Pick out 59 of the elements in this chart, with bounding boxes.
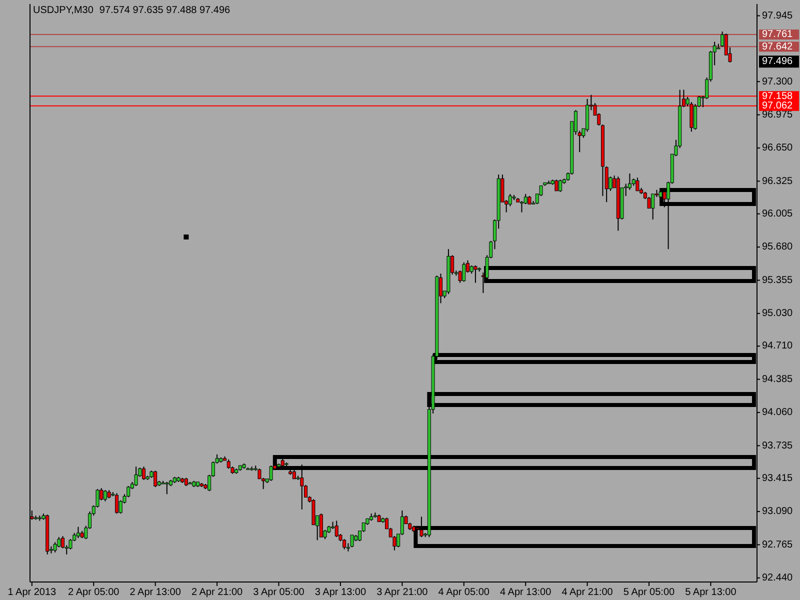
candlestick — [558, 179, 562, 192]
y-tick-label: 95.355 — [762, 274, 794, 286]
y-tick-label: 94.385 — [762, 374, 794, 385]
x-tick-label: 4 Apr 21:00 — [562, 587, 614, 598]
candlestick — [76, 526, 80, 539]
candlestick — [334, 520, 338, 538]
candlestick — [524, 193, 528, 205]
y-tick-label: 94.060 — [762, 407, 794, 418]
x-tick-label: 2 Apr 05:00 — [68, 587, 120, 598]
text: 97.496 — [762, 56, 794, 68]
candlestick — [350, 534, 354, 548]
x-tick-label: 2 Apr 21:00 — [191, 587, 244, 598]
y-tick-label: 92.765 — [762, 539, 794, 550]
candlestick — [269, 465, 273, 482]
y-tick-label: 97.300 — [762, 76, 794, 88]
chart-title: USDJPY,M30 — [33, 5, 94, 16]
x-tick-label: 5 Apr 13:00 — [685, 587, 737, 598]
candlestick — [554, 179, 558, 192]
candlestick — [636, 177, 640, 192]
candlestick — [142, 466, 146, 480]
candlestick — [300, 464, 304, 510]
y-tick-label: 94.710 — [762, 340, 794, 352]
candlestick — [474, 264, 478, 284]
y-tick-label: 96.975 — [762, 109, 794, 120]
candlestick — [154, 470, 158, 488]
y-tick-label: 96.005 — [762, 208, 794, 220]
candlestick — [651, 193, 655, 220]
candlestick — [115, 492, 119, 514]
y-tick-label: 96.325 — [762, 176, 794, 187]
candlestick — [604, 166, 608, 203]
candlestick — [420, 516, 424, 538]
y-tick-label: 97.945 — [762, 10, 794, 22]
x-tick-label: 1 Apr 2013 — [8, 587, 57, 598]
candlestick — [462, 262, 466, 282]
y-tick-label: 96.650 — [762, 142, 794, 154]
y-tick-label: 93.090 — [762, 506, 794, 518]
x-tick-label: 3 Apr 21:00 — [376, 587, 428, 598]
x-tick-label: 3 Apr 05:00 — [253, 587, 305, 598]
ref-line-label: 97.642 — [762, 41, 794, 52]
ref-line-label: 97.062 — [762, 100, 794, 112]
chart-subtitle: 97.574 97.635 97.488 97.496 — [99, 5, 231, 16]
y-tick-label: 93.415 — [762, 472, 794, 484]
y-tick-label: 95.680 — [762, 242, 794, 253]
ref-line-label: 97.158 — [762, 90, 794, 102]
candlestick — [292, 469, 296, 480]
x-tick-label: 3 Apr 13:00 — [314, 587, 366, 598]
x-tick-label: 4 Apr 13:00 — [500, 587, 552, 598]
x-tick-label: 5 Apr 05:00 — [623, 587, 676, 598]
candlestick — [134, 466, 138, 487]
candlestick — [520, 200, 524, 213]
y-tick-label: 95.030 — [762, 308, 794, 320]
x-tick-label: 4 Apr 05:00 — [438, 587, 490, 598]
ref-line-label: 97.761 — [762, 29, 794, 40]
x-tick-label: 2 Apr 13:00 — [130, 587, 182, 598]
candlestick — [103, 490, 107, 502]
y-tick-label: 92.440 — [762, 572, 794, 584]
y-tick-label: 93.735 — [762, 440, 794, 452]
candlestick — [319, 513, 323, 538]
candlestick — [165, 481, 169, 495]
